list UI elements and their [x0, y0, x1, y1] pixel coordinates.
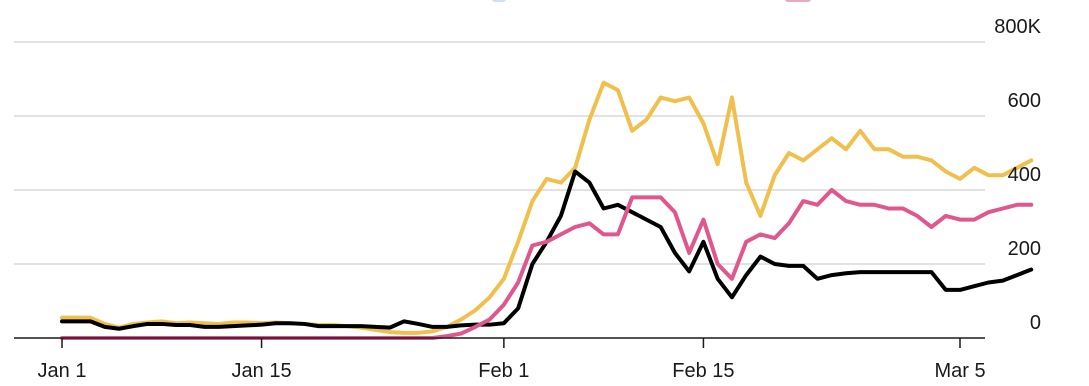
series-line-0 [60, 80, 1034, 335]
legend-swatch-pink-fragment [785, 0, 811, 2]
x-tick-label: Jan 1 [38, 360, 87, 382]
y-tick-label: 0 [1030, 312, 1041, 334]
x-axis: Jan 1 Jan 15 Feb 1 Feb 15 Mar 5 [14, 337, 986, 382]
legend-swatch-yellow-fragment [492, 0, 506, 2]
x-tick-label: Feb 15 [672, 360, 734, 382]
series-line-1 [60, 169, 1034, 331]
y-tick-label: 400 [1008, 164, 1041, 186]
y-tick-label: 200 [1008, 238, 1041, 260]
series-lines [60, 80, 1034, 340]
y-tick-label: 600 [1008, 90, 1041, 112]
y-axis-labels: 0 200 400 600 800K [994, 16, 1041, 334]
gridlines [14, 41, 985, 265]
x-tick-label: Feb 1 [478, 360, 529, 382]
x-tick-label: Jan 15 [232, 360, 292, 382]
x-tick-label: Mar 5 [934, 360, 985, 382]
y-tick-label: 800K [994, 16, 1041, 38]
